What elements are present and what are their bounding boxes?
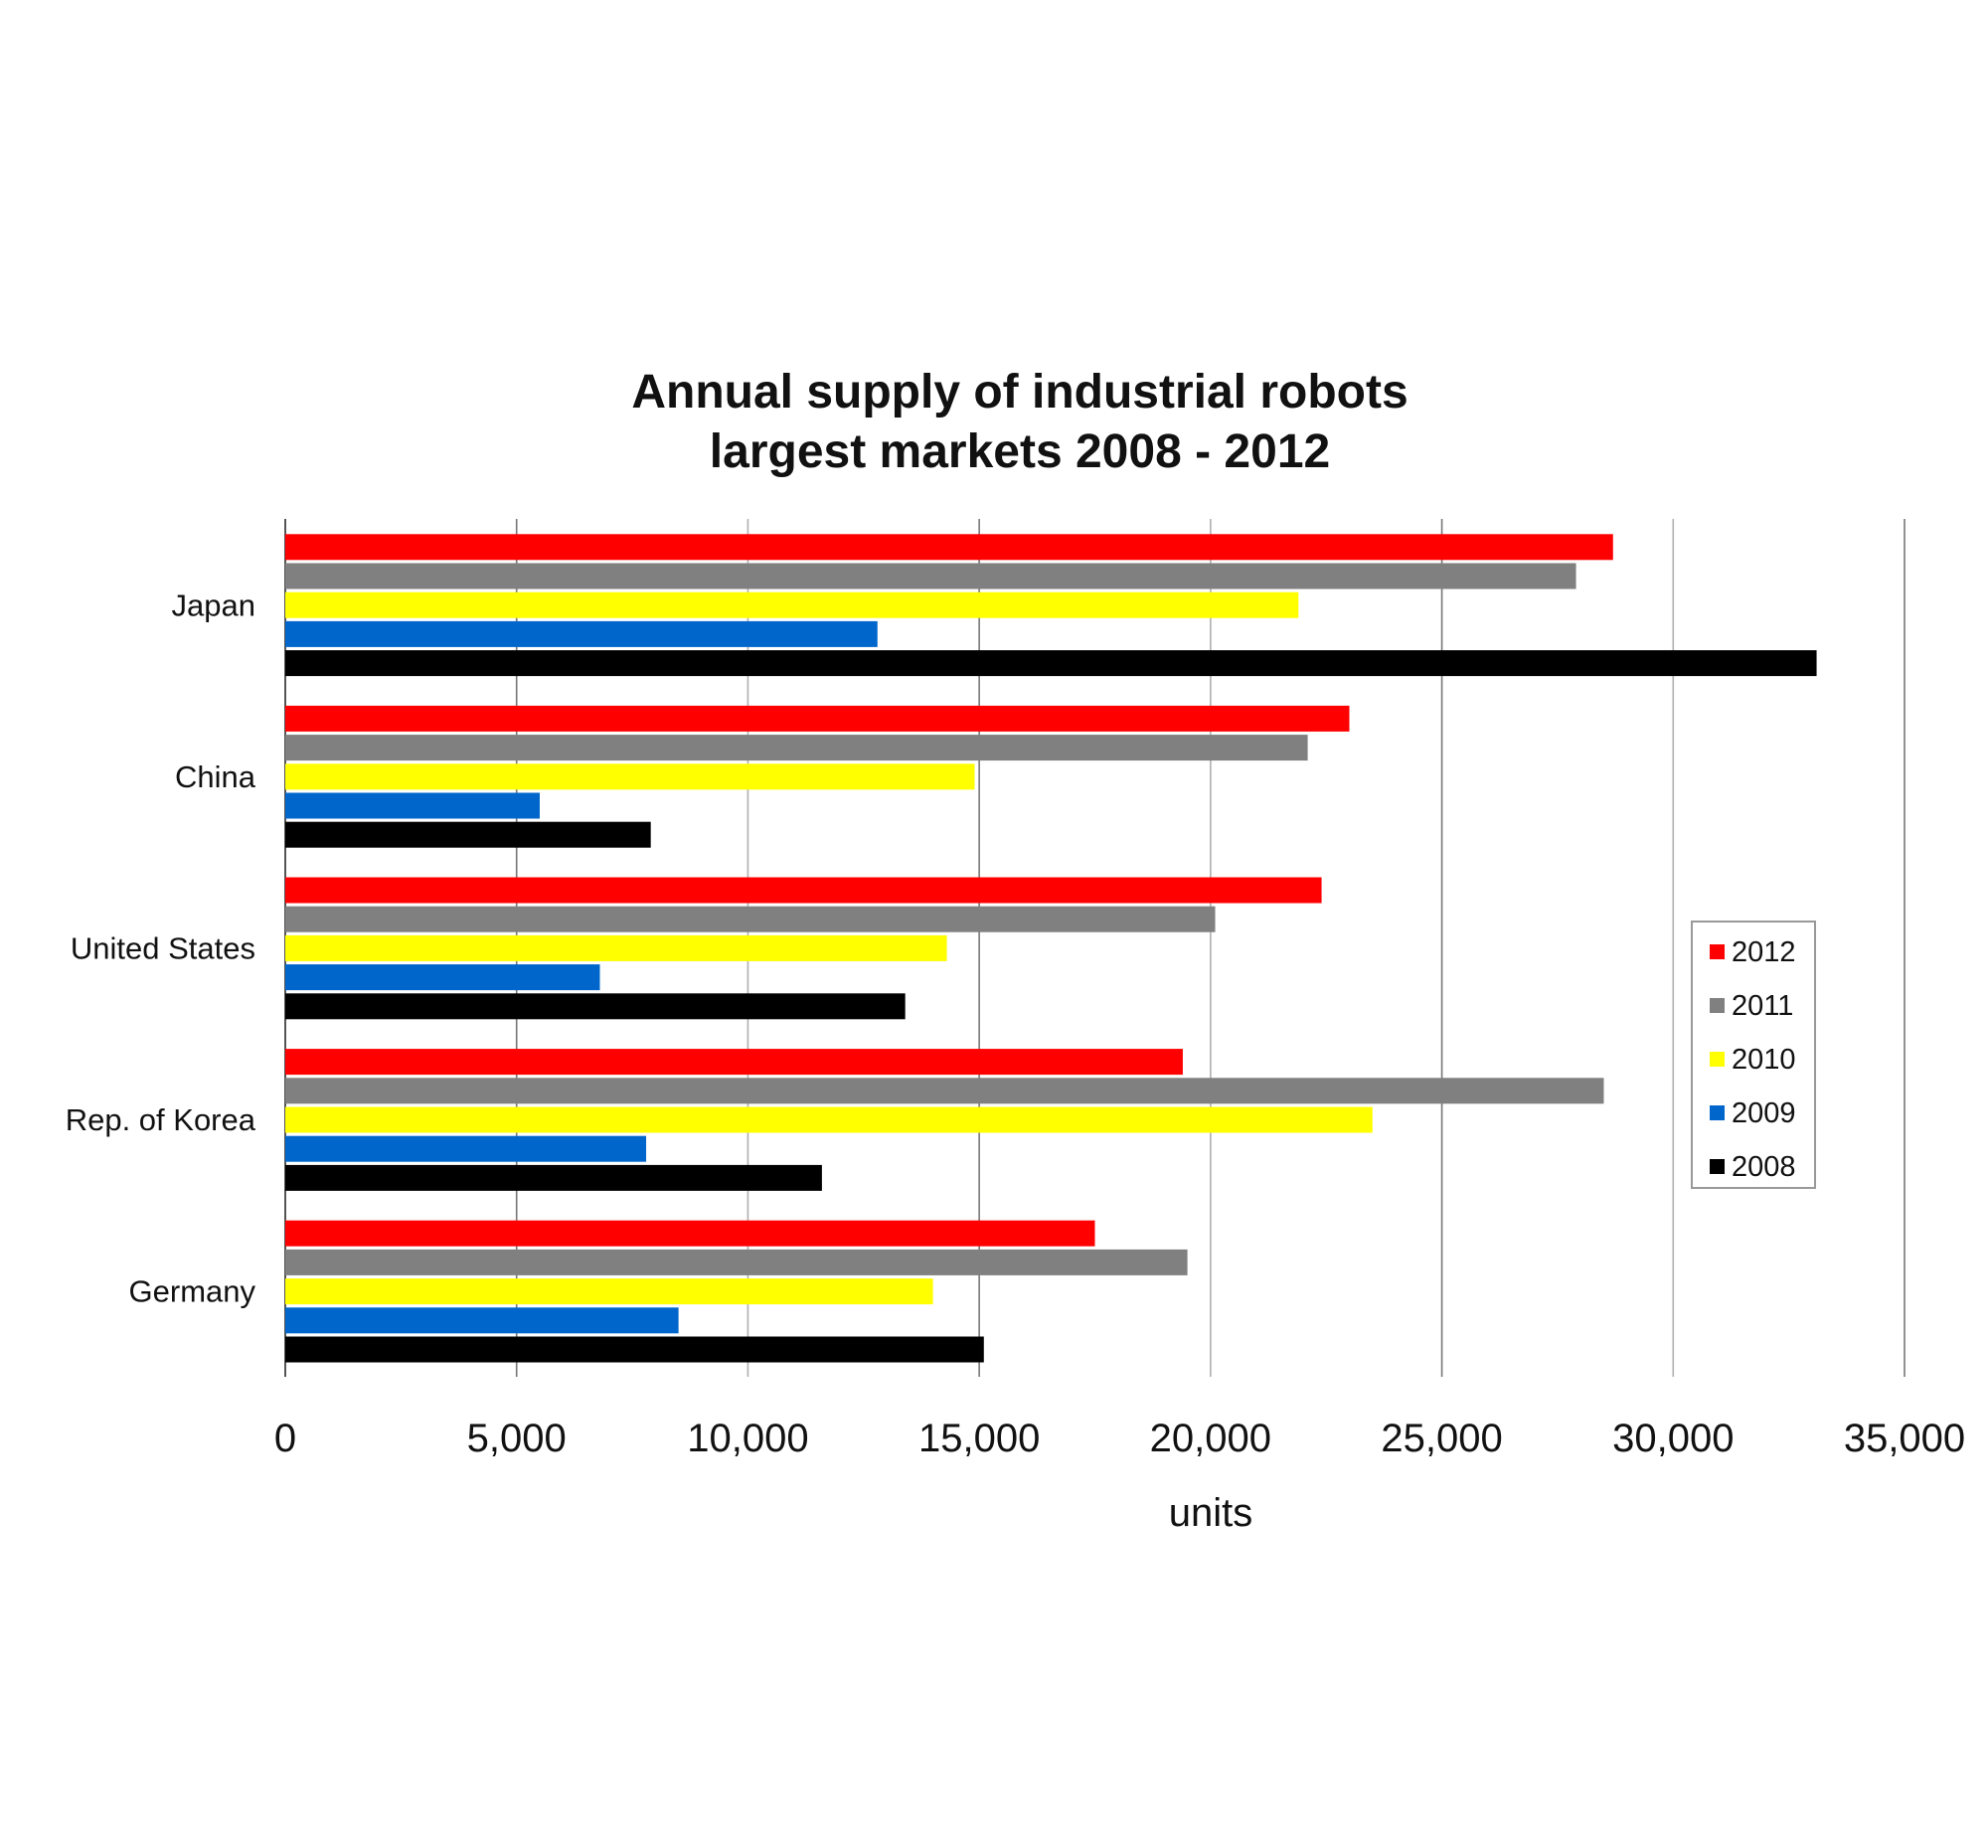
legend-swatch [1710,1159,1725,1174]
bar [285,620,878,647]
bar [285,705,1350,732]
category-label: China [175,759,256,794]
bar [285,877,1322,904]
bar [285,1278,933,1305]
legend-label: 2012 [1732,936,1796,968]
category-label: Rep. of Korea [66,1102,256,1137]
bar [285,563,1576,589]
chart-subtitle: largest markets 2008 - 2012 [710,425,1330,478]
bar [285,591,1299,618]
bar [285,906,1216,932]
x-tick-label: 35,000 [1844,1417,1965,1460]
legend-swatch [1710,1052,1725,1067]
bar [285,1078,1604,1104]
x-tick-labels: 0 5,000 10,000 15,000 20,000 25,000 30,000 35,0… [274,1417,1965,1460]
bar [285,650,1817,677]
legend-label: 2010 [1732,1044,1796,1076]
bar [285,1164,822,1191]
bar [285,1307,679,1334]
bar [285,534,1613,561]
bar [285,1336,984,1363]
bar [285,1249,1188,1275]
category-label: Germany [129,1274,256,1309]
bar [285,1220,1095,1247]
x-tick-label: 0 [274,1417,296,1460]
bar [285,993,906,1020]
category-labels: Japan China United States Rep. of Korea Germ… [66,588,256,1308]
x-tick-label: 25,000 [1381,1417,1502,1460]
bar [285,964,600,991]
x-axis-title: units [1169,1491,1253,1535]
x-tick-label: 10,000 [687,1417,808,1460]
legend-label: 2009 [1732,1097,1796,1129]
legend-label: 2008 [1732,1151,1796,1183]
bar [285,1106,1373,1133]
legend-label: 2011 [1732,990,1793,1022]
category-label: Japan [172,588,255,622]
bars [285,534,1817,1363]
legend: 2012 2011 2010 2009 2008 [1691,921,1816,1189]
chart-title: Annual supply of industrial robots [631,366,1408,419]
bar [285,1135,647,1162]
bar [285,821,651,848]
category-label: United States [71,931,255,966]
legend-swatch [1710,998,1725,1013]
bar [285,735,1308,761]
bar [285,1049,1183,1076]
bar [285,792,540,819]
x-tick-label: 15,000 [918,1417,1040,1460]
x-tick-label: 5,000 [467,1417,567,1460]
legend-swatch [1710,1105,1725,1120]
x-tick-label: 20,000 [1150,1417,1271,1460]
bar [285,763,975,790]
bar [285,934,947,961]
legend-swatch [1710,944,1725,959]
x-tick-label: 30,000 [1612,1417,1734,1460]
